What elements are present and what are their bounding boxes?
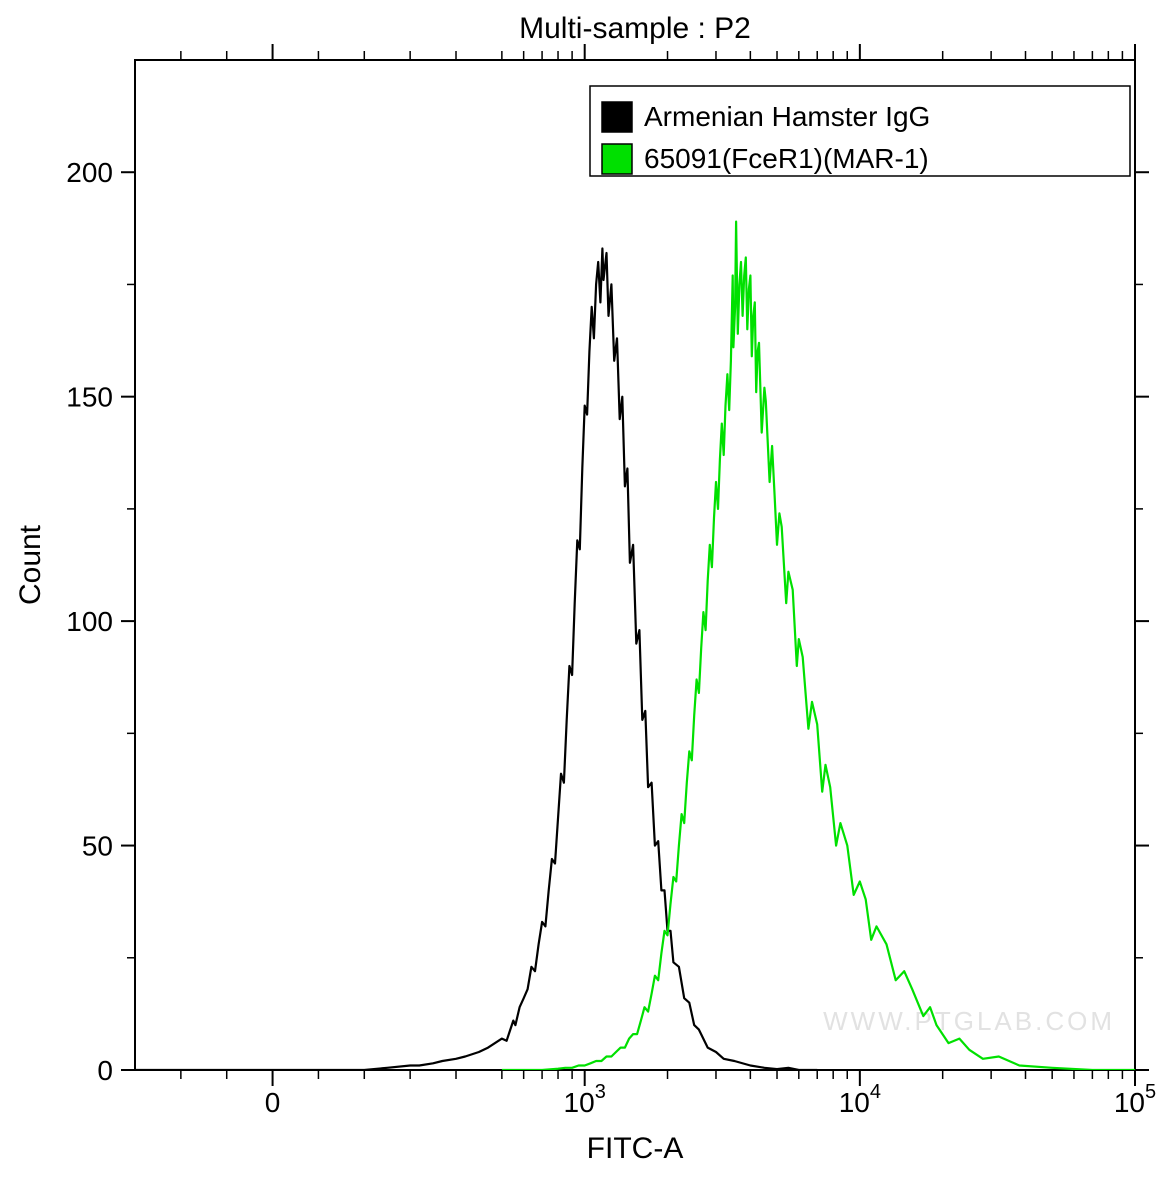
chart-title: Multi-sample : P2 [519,12,751,45]
x-tick-label: 0 [265,1087,281,1118]
y-tick-label: 0 [97,1055,113,1086]
series-line [135,249,817,1071]
x-tick-label: 104 [839,1081,881,1118]
chart-svg: Multi-sample : P2 0 50 100 150 200 0 103 104 105 F… [0,0,1159,1178]
legend-swatch [602,144,632,174]
y-axis-label: Count [14,524,47,605]
legend-swatch [602,102,632,132]
y-tick-label: 150 [66,382,113,413]
plot-frame [135,60,1135,1070]
y-tick-label: 200 [66,157,113,188]
y-tick-label: 50 [82,831,113,862]
legend-label: Armenian Hamster IgG [644,101,930,132]
flow-cytometry-chart: Multi-sample : P2 0 50 100 150 200 0 103 104 105 F… [0,0,1159,1178]
x-tick-label: 103 [564,1081,606,1118]
watermark: WWW.PTGLAB.COM [823,1006,1115,1036]
x-tick-label: 105 [1114,1081,1156,1118]
x-axis-label: FITC-A [587,1132,684,1165]
series-line [502,222,1135,1070]
legend-label: 65091(FceR1)(MAR-1) [644,143,929,174]
y-tick-label: 100 [66,606,113,637]
